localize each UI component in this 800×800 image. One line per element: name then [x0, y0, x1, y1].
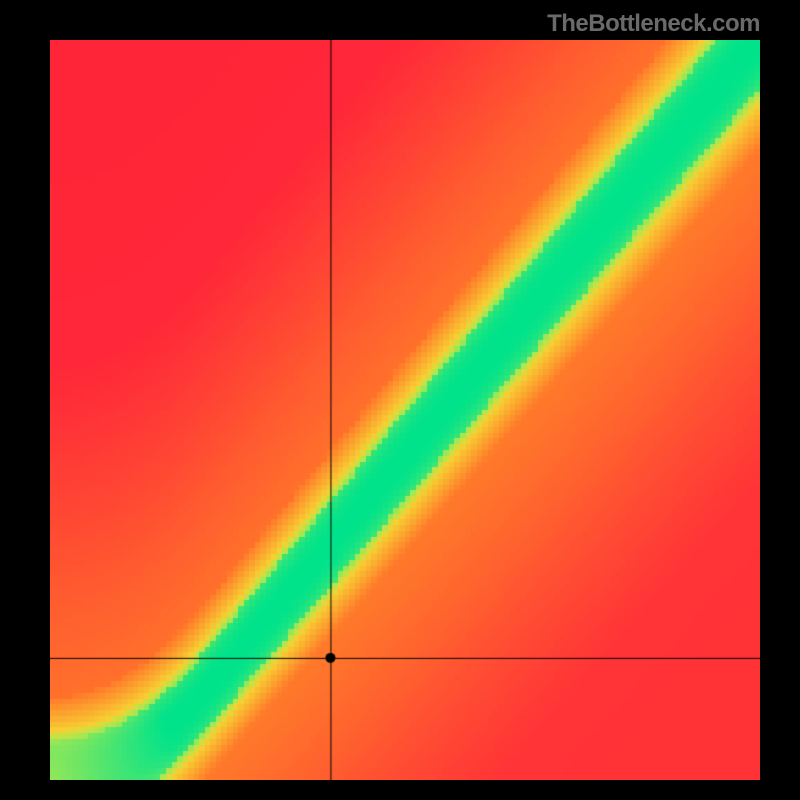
- heatmap-plot: [50, 40, 760, 780]
- watermark-text: TheBottleneck.com: [547, 10, 760, 38]
- heatmap-canvas: [50, 40, 760, 780]
- chart-container: TheBottleneck.com: [0, 0, 800, 800]
